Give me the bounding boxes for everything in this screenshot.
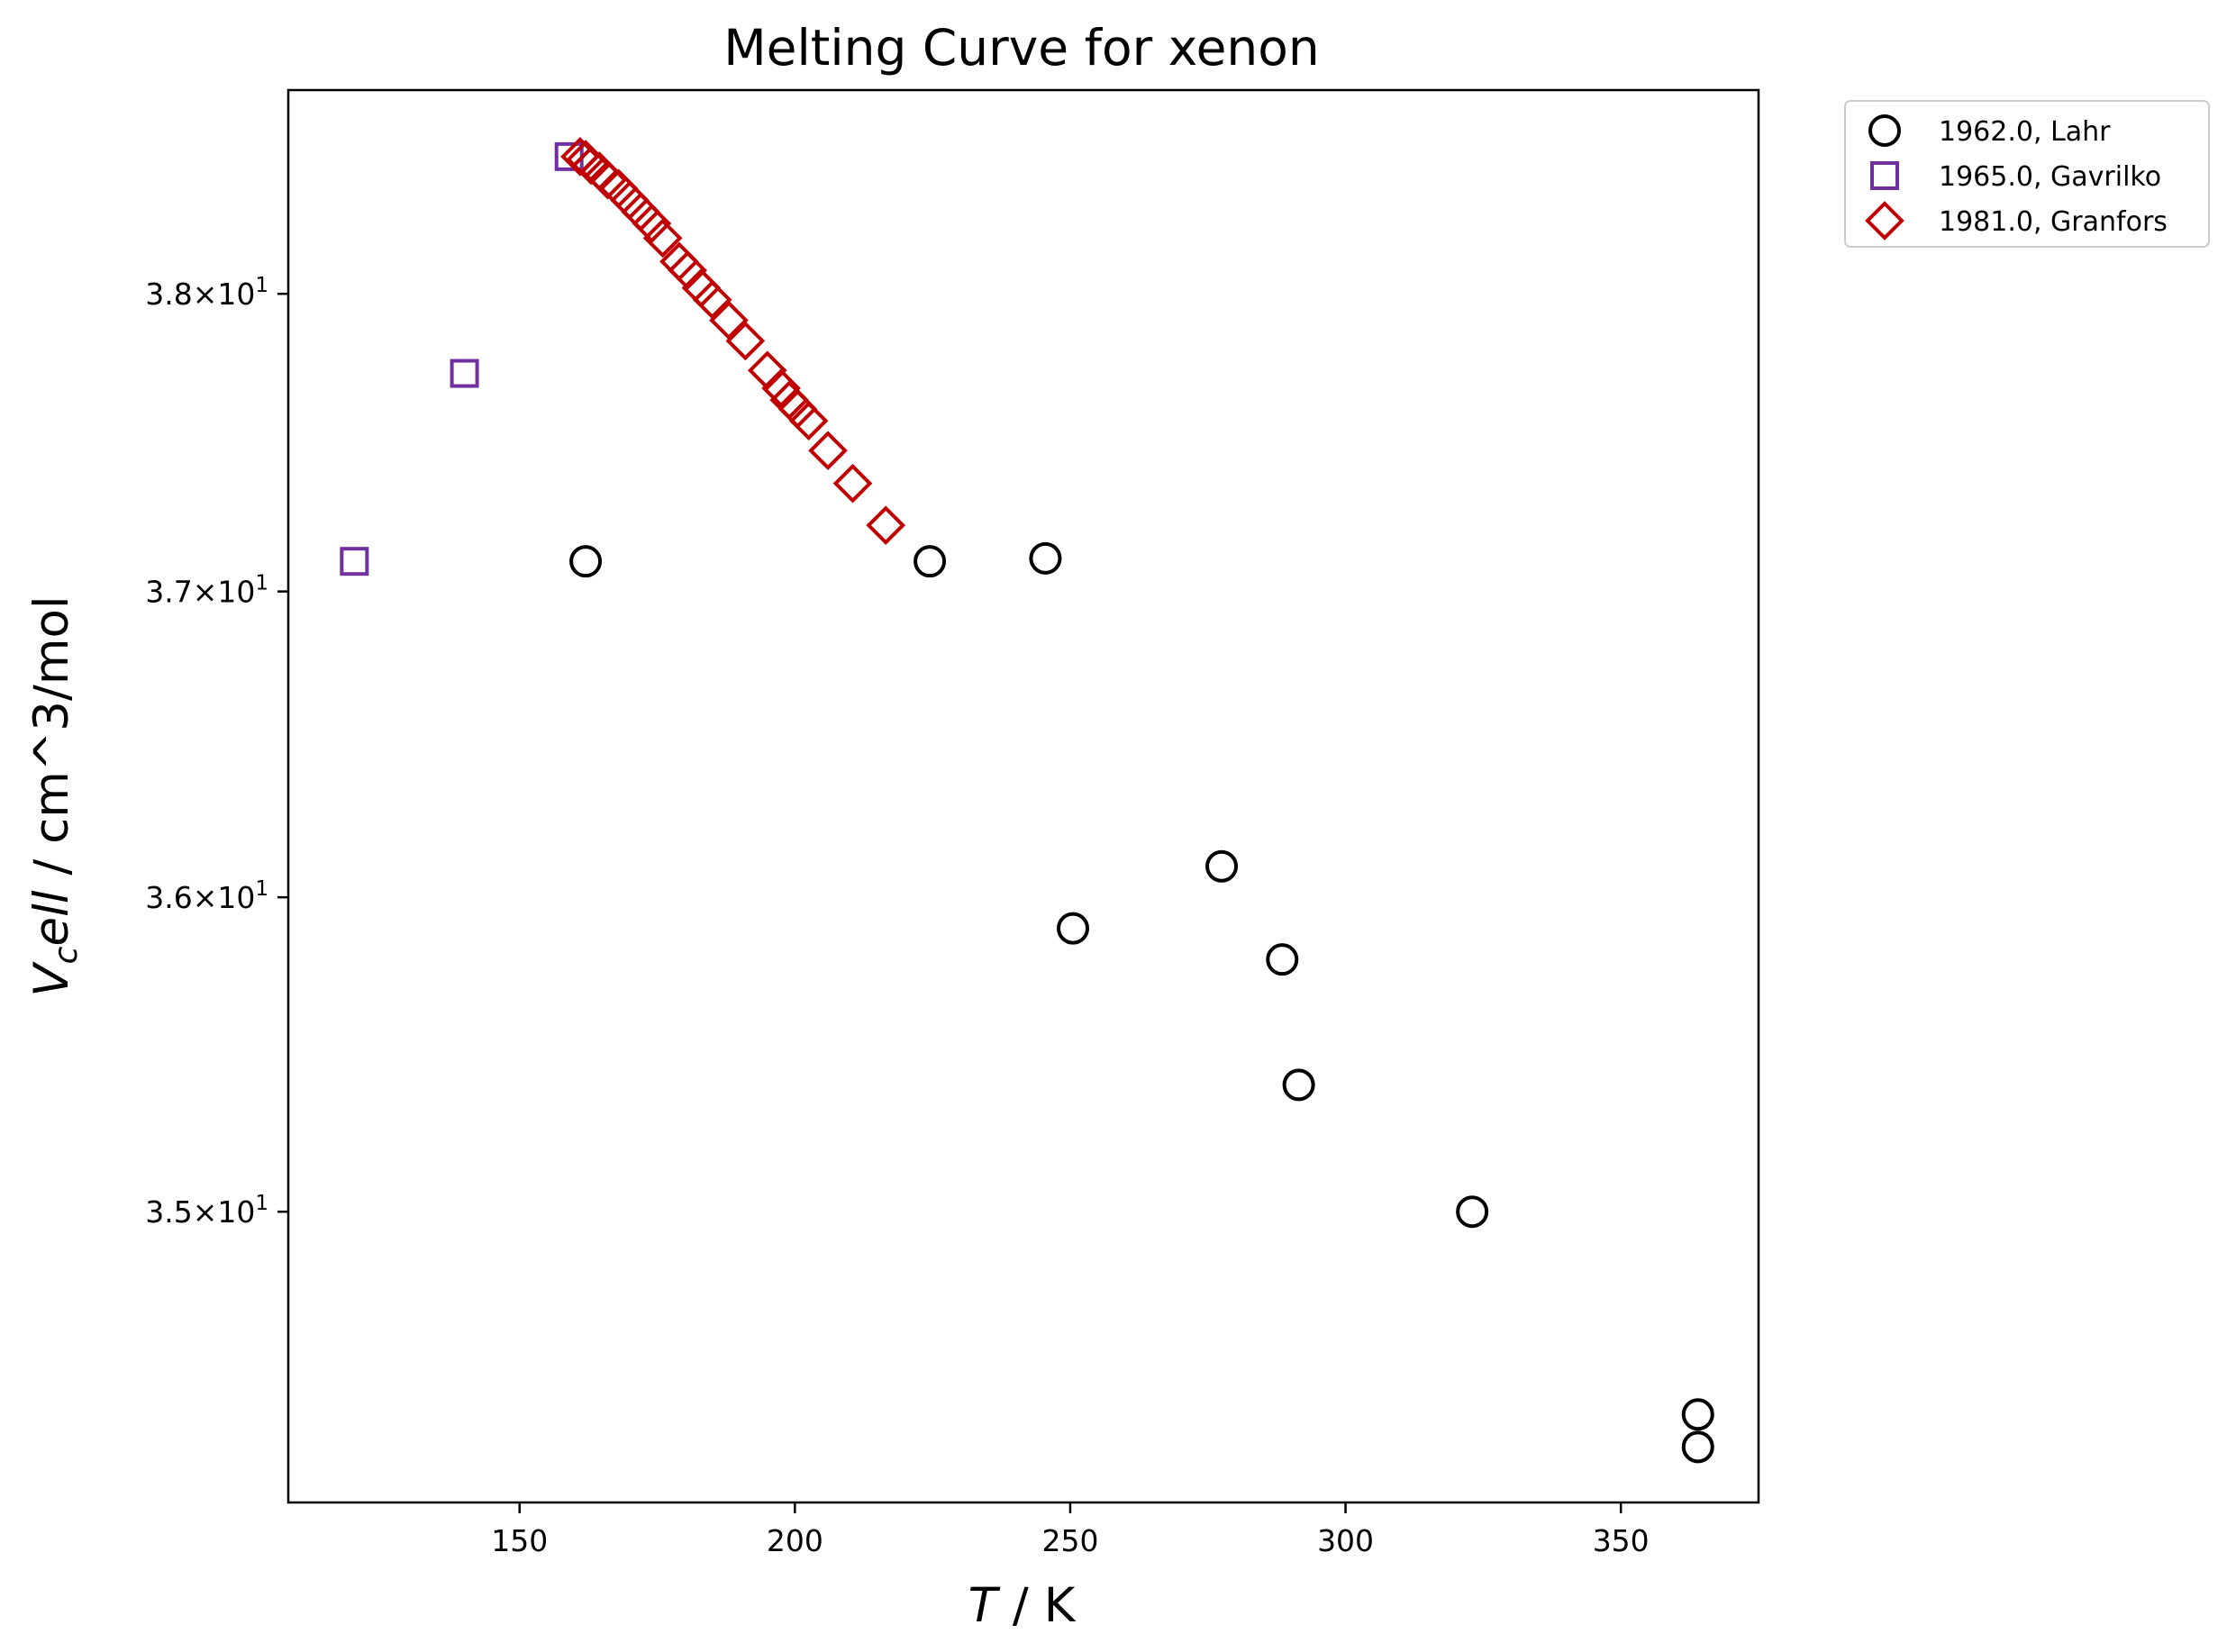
diamond-data-point [761,368,801,408]
series-diamond [560,137,906,545]
legend-label: 1981.0, Granfors [1939,206,2168,238]
legend-box [1844,100,2210,248]
x-axis-label: T / K [968,1578,1077,1633]
diamond-data-point [632,204,672,243]
y-axis-label-unit: / cm^3/mol [24,595,79,890]
x-tick-label: 350 [1593,1523,1650,1558]
diamond-data-point [832,463,873,504]
y-tick-label: 3.7×101 [145,572,268,610]
legend-label: 1965.0, Gavrilko [1939,161,2161,193]
legend: 1962.0, Lahr 1965.0, Gavrilko 1981.0, Gran… [1844,100,2210,248]
chart-title: Melting Curve for xenon [723,19,1320,77]
diamond-data-point [668,250,707,290]
x-axis-label-symbol: T [968,1578,1001,1633]
legend-square-marker [1870,161,1899,190]
x-axis-ticks: 150 200 250 300 350 [491,1502,1650,1558]
diamond-data-point [709,300,749,340]
y-tick-label: 3.5×101 [145,1192,268,1230]
circle-data-point [1681,1398,1714,1431]
series-circle [569,541,1714,1464]
circle-data-point [1681,1430,1714,1464]
x-tick-label: 150 [491,1523,548,1558]
y-axis-ticks: 3.5×101 3.6×101 3.7×101 3.8×101 [145,274,288,1230]
diamond-data-point [866,505,906,545]
circle-data-point [914,545,947,578]
diamond-data-point [642,218,683,259]
diamond-data-point [692,279,732,320]
square-data-point [340,547,369,576]
y-tick-label: 3.6×101 [145,877,268,915]
x-tick-label: 250 [1041,1523,1098,1558]
circle-data-point [1057,912,1090,945]
plot-frame [286,88,1760,1504]
diamond-data-point [788,401,829,441]
circle-data-point [1456,1195,1489,1229]
square-data-point [450,359,479,388]
x-axis-label-unit: / K [997,1578,1077,1633]
x-tick-label: 300 [1317,1523,1374,1558]
y-axis-label-symbol-rest: ell [24,890,79,946]
circle-data-point [1266,943,1299,976]
circle-data-point [569,545,603,578]
circle-data-point [1029,541,1062,575]
y-axis-label-symbol: V [24,961,79,997]
circle-data-point [1205,849,1239,883]
y-axis-label: Vcell / cm^3/mol [24,595,85,996]
diamond-data-point [808,431,848,471]
diamond-data-point [725,321,766,361]
legend-diamond-marker [1865,201,1904,241]
circle-data-point [1282,1068,1315,1102]
plot-markers [340,137,1714,1464]
y-tick-label: 3.8×101 [145,274,268,312]
legend-circle-marker [1868,114,1901,147]
diamond-data-point [747,350,787,391]
x-tick-label: 200 [767,1523,823,1558]
y-axis-label-subscript: c [48,946,85,964]
legend-label: 1962.0, Lahr [1939,116,2111,148]
